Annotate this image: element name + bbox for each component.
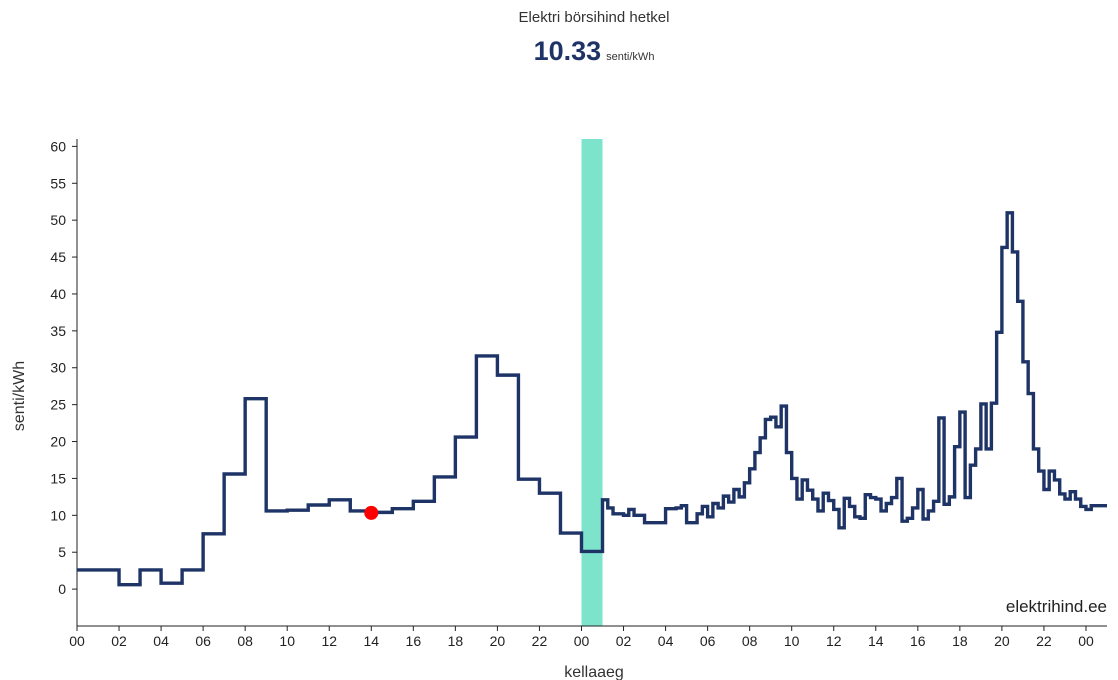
axes: 0 5 10 15 20 25 30 35 40 45 50 55 60 00 02 04 06 08 10 12 14… <box>50 138 1107 649</box>
highlight-band-layer <box>581 139 603 626</box>
price-header: Elektri börsihind hetkel 10.33 senti/kWh <box>0 0 1118 90</box>
x-tick-label: 18 <box>448 633 464 649</box>
x-tick-label: 06 <box>195 633 211 649</box>
x-tick-label: 16 <box>406 633 422 649</box>
x-tick-label: 20 <box>994 633 1010 649</box>
x-tick-label: 08 <box>742 633 758 649</box>
x-tick-label: 14 <box>868 633 884 649</box>
current-price: 10.33 senti/kWh <box>0 36 1118 67</box>
y-tick-label: 10 <box>50 507 66 523</box>
y-tick-label: 0 <box>58 581 66 597</box>
x-tick-label: 02 <box>111 633 127 649</box>
x-axis-label: kellaaeg <box>564 664 624 680</box>
y-tick-label: 35 <box>50 323 66 339</box>
x-tick-label: 12 <box>321 633 337 649</box>
x-tick-label: 08 <box>237 633 253 649</box>
x-tick-label: 22 <box>532 633 548 649</box>
y-tick-label: 30 <box>50 360 66 376</box>
highlight-band <box>581 139 603 626</box>
y-tick-label: 20 <box>50 434 66 450</box>
y-tick-label: 25 <box>50 397 66 413</box>
y-tick-label: 60 <box>50 138 66 154</box>
current-price-marker <box>364 505 379 520</box>
x-tick-label: 00 <box>574 633 590 649</box>
series-layer <box>77 211 1107 587</box>
x-tick-label: 02 <box>616 633 632 649</box>
price-title: Elektri börsihind hetkel <box>518 9 670 26</box>
x-tick-label: 18 <box>952 633 968 649</box>
watermark: elektrihind.ee <box>1006 597 1107 616</box>
x-tick-label: 10 <box>279 633 295 649</box>
marker-layer <box>364 505 379 520</box>
price-step-line <box>77 211 1107 587</box>
x-tick-label: 20 <box>490 633 506 649</box>
y-tick-label: 5 <box>58 544 66 560</box>
y-tick-label: 45 <box>50 249 66 265</box>
y-tick-label: 40 <box>50 286 66 302</box>
x-tick-label: 10 <box>784 633 800 649</box>
y-tick-label: 50 <box>50 212 66 228</box>
x-tick-label: 00 <box>69 633 85 649</box>
price-value: 10.33 <box>533 36 602 66</box>
x-tick-label: 22 <box>1036 633 1052 649</box>
y-tick-label: 15 <box>50 470 66 486</box>
x-tick-label: 06 <box>700 633 716 649</box>
x-tick-label: 04 <box>153 633 169 649</box>
x-tick-label: 00 <box>1078 633 1094 649</box>
y-tick-label: 55 <box>50 175 66 191</box>
x-tick-label: 12 <box>826 633 842 649</box>
x-tick-label: 04 <box>658 633 674 649</box>
y-axis-label: senti/kWh <box>11 361 28 431</box>
price-unit: senti/kWh <box>606 51 655 63</box>
x-tick-label: 16 <box>910 633 926 649</box>
x-tick-label: 14 <box>363 633 379 649</box>
